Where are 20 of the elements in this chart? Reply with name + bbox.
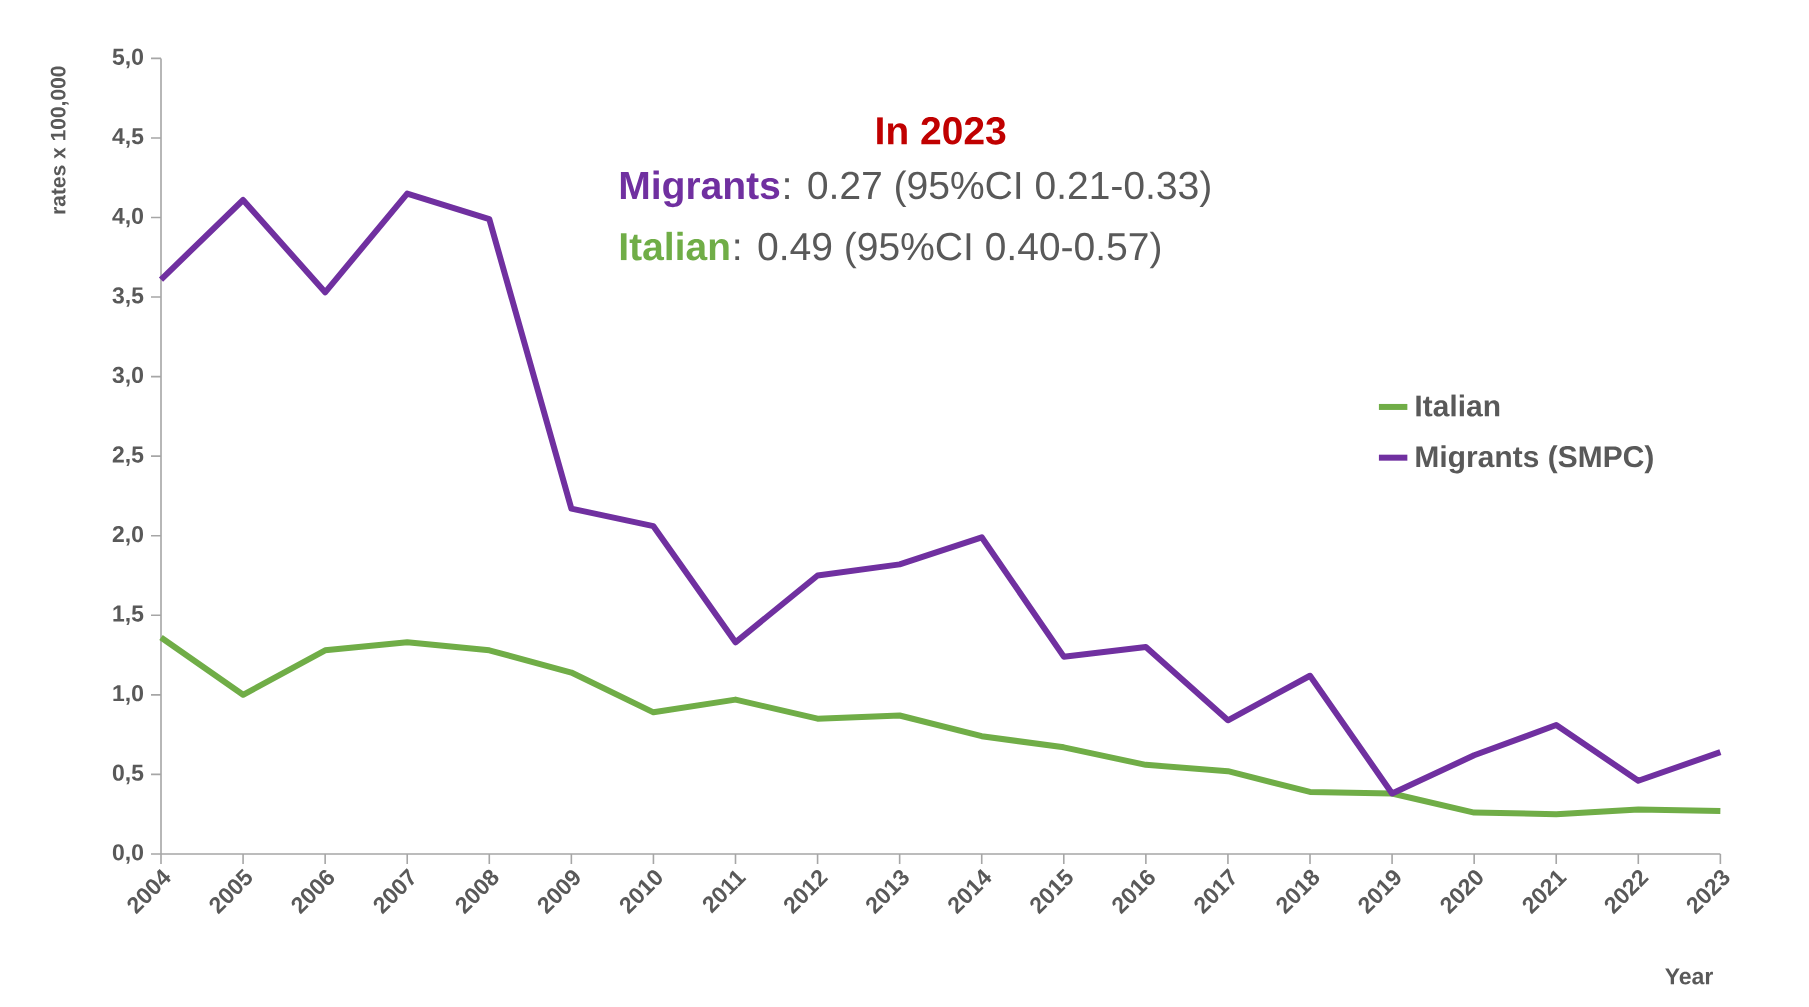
- legend-label: Migrants (SMPC): [1416, 445, 1653, 474]
- y-tick-label: 0,5: [112, 764, 144, 785]
- annotation: : 0.27 (95%CI 0.21-0.33): [785, 170, 1210, 207]
- annotation: In 2023: [877, 116, 1006, 145]
- y-tick-label: 1,5: [113, 605, 144, 625]
- y-tick-label: 5,0: [112, 48, 144, 69]
- annotation: Migrants: [620, 170, 780, 208]
- y-tick-label: 0,0: [112, 844, 144, 864]
- y-tick-label: 3,5: [112, 287, 144, 307]
- x-axis-title: Year: [1665, 968, 1713, 985]
- y-tick-label: 2,5: [112, 446, 144, 466]
- annotation: Italian: [620, 231, 729, 261]
- y-axis-title: rates x 100,000: [50, 66, 69, 214]
- y-tick-label: 2,0: [112, 525, 144, 546]
- y-tick-label: 4,0: [112, 207, 144, 228]
- annotation: : 0.49 (95%CI 0.40-0.57): [735, 231, 1161, 269]
- legend-label: Italian: [1416, 394, 1500, 417]
- y-tick-label: 1,0: [113, 685, 144, 705]
- y-tick-label: 3,0: [112, 366, 144, 387]
- y-tick-label: 4,5: [112, 128, 144, 148]
